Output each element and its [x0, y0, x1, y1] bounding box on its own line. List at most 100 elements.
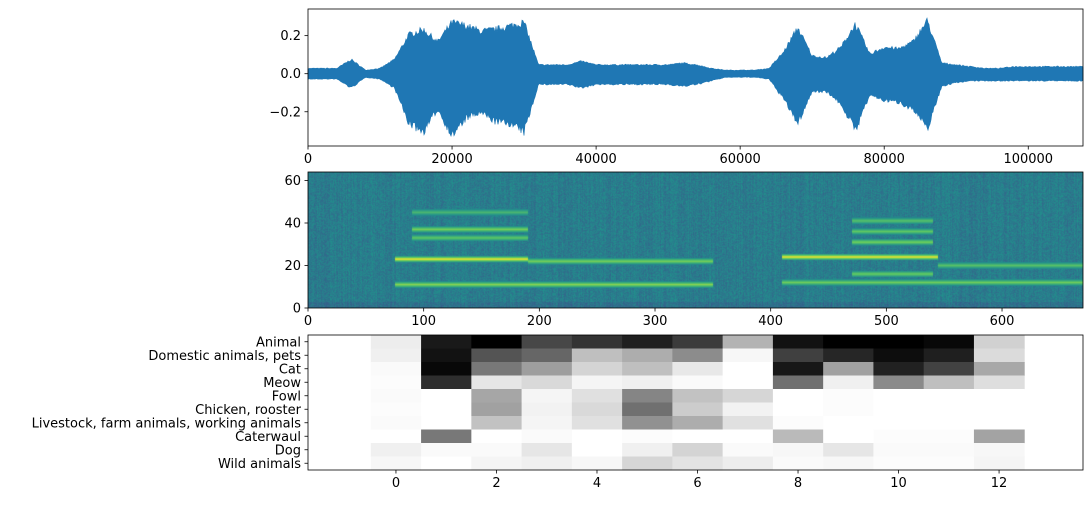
x-tick-label: 2: [492, 476, 500, 491]
heatmap-cell: [923, 362, 975, 376]
heatmap-cell: [873, 348, 925, 363]
heatmap-cell: [672, 456, 724, 471]
heatmap-cell: [421, 429, 472, 444]
heatmap-cell: [421, 335, 472, 349]
heatmap-cell: [873, 443, 925, 457]
x-tick-label: 300: [643, 314, 668, 329]
heatmap-cell: [973, 362, 1025, 376]
heatmap-cell: [772, 389, 824, 403]
heatmap-cell: [571, 348, 623, 363]
heatmap-cell: [823, 375, 874, 390]
heatmap-cell: [471, 456, 523, 471]
heatmap-cell: [873, 362, 925, 376]
heatmap-cell: [823, 335, 874, 349]
heatmap-cell: [923, 416, 975, 430]
y-tick-label: 0: [293, 302, 301, 317]
heatmap-cell: [622, 456, 673, 471]
y-tick-label: Cat: [279, 362, 301, 377]
y-tick-label: 20: [284, 259, 301, 274]
heatmap-cell: [973, 375, 1025, 390]
y-tick-label: 0.2: [280, 29, 301, 44]
x-tick-label: 600: [990, 314, 1015, 329]
heatmap-cell: [571, 416, 623, 430]
y-tick-label: Animal: [256, 335, 301, 350]
heatmap-cell: [571, 456, 623, 471]
y-tick-label: Wild animals: [218, 457, 301, 472]
heatmap-cell: [923, 456, 975, 471]
x-tick-label: 400: [758, 314, 783, 329]
heatmap-cell: [571, 335, 623, 349]
heatmap-cell: [370, 389, 422, 403]
x-tick-label: 100: [411, 314, 436, 329]
heatmap-cell: [471, 375, 523, 390]
heatmap-cell: [370, 375, 422, 390]
y-tick-label: Domestic animals, pets: [148, 349, 301, 364]
heatmap-cell: [521, 348, 573, 363]
heatmap-cell: [421, 402, 472, 417]
y-tick-label: 60: [284, 174, 301, 189]
y-tick-label: 0.0: [280, 67, 301, 82]
spectrogram-image: [308, 172, 1083, 308]
heatmap-cell: [873, 416, 925, 430]
heatmap-cell: [571, 443, 623, 457]
x-tick-label: 4: [593, 476, 601, 491]
heatmap-cell: [571, 429, 623, 444]
heatmap-cell: [873, 375, 925, 390]
heatmap-cell: [421, 456, 472, 471]
heatmap-cell: [823, 429, 874, 444]
y-tick-label: Caterwaul: [235, 430, 301, 445]
y-tick-label: Fowl: [272, 389, 301, 404]
heatmap-cell: [471, 362, 523, 376]
heatmap-cell: [471, 429, 523, 444]
heatmap-cell: [722, 443, 774, 457]
heatmap-cell: [722, 402, 774, 417]
heatmap-cell: [722, 362, 774, 376]
heatmap-cell: [471, 348, 523, 363]
heatmap-cell: [622, 375, 673, 390]
heatmap-cell: [973, 416, 1025, 430]
x-tick-label: 200: [527, 314, 552, 329]
heatmap-cell: [571, 402, 623, 417]
heatmap-cell: [923, 443, 975, 457]
heatmap-cell: [823, 416, 874, 430]
heatmap-cell: [823, 402, 874, 417]
heatmap-cell: [370, 402, 422, 417]
heatmap-cell: [622, 348, 673, 363]
heatmap-cell: [772, 335, 824, 349]
heatmap-cell: [421, 362, 472, 376]
heatmap-cell: [923, 375, 975, 390]
axes-frame: [307, 334, 1084, 471]
heatmap-cell: [521, 335, 573, 349]
y-tick-label: Chicken, rooster: [195, 403, 301, 418]
heatmap-cell: [521, 375, 573, 390]
heatmap-cell: [722, 335, 774, 349]
heatmap-cell: [873, 389, 925, 403]
heatmap-cell: [672, 335, 724, 349]
heatmap-cell: [672, 443, 724, 457]
heatmap-cell: [873, 402, 925, 417]
heatmap-cell: [722, 456, 774, 471]
heatmap-cell: [973, 443, 1025, 457]
heatmap-cell: [571, 389, 623, 403]
heatmap-cell: [571, 375, 623, 390]
y-tick-label: 40: [284, 217, 301, 232]
heatmap-cell: [421, 416, 472, 430]
heatmap-cell: [923, 402, 975, 417]
heatmap-cell: [370, 335, 422, 349]
heatmap-cell: [672, 429, 724, 444]
heatmap-cell: [370, 456, 422, 471]
heatmap-cell: [622, 416, 673, 430]
heatmap-cell: [521, 416, 573, 430]
heatmap-cell: [923, 429, 975, 444]
heatmap-cell: [823, 348, 874, 363]
heatmap-cell: [973, 456, 1025, 471]
x-tick-label: 10: [890, 476, 907, 491]
heatmap-cell: [772, 429, 824, 444]
heatmap-cell: [923, 348, 975, 363]
axes-frame: [307, 8, 1084, 147]
heatmap-cell: [823, 443, 874, 457]
heatmap-cell: [370, 362, 422, 376]
heatmap-cell: [421, 348, 472, 363]
x-tick-label: 0: [392, 476, 400, 491]
